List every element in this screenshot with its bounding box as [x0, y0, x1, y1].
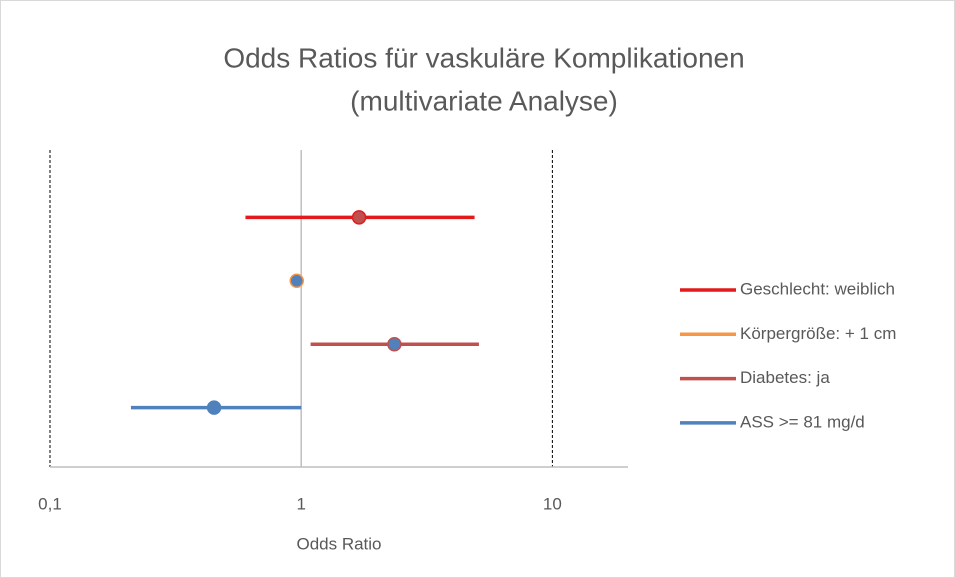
legend-label: Körpergröße: + 1 cm [740, 324, 896, 343]
x-tick-label: 0,1 [38, 494, 62, 513]
point [206, 400, 222, 415]
chart-title: Odds Ratios für vaskuläre Komplikationen [223, 42, 744, 73]
x-axis-label: Odds Ratio [296, 534, 381, 553]
legend-label: Geschlecht: weiblich [740, 279, 895, 298]
x-tick-label: 10 [543, 494, 562, 513]
point [289, 273, 304, 289]
chart-title: (multivariate Analyse) [350, 85, 618, 116]
point [387, 336, 402, 352]
legend-label: ASS >= 81 mg/d [740, 412, 865, 431]
point [351, 210, 367, 225]
legend-label: Diabetes: ja [740, 368, 830, 387]
x-tick-label: 1 [296, 494, 305, 513]
